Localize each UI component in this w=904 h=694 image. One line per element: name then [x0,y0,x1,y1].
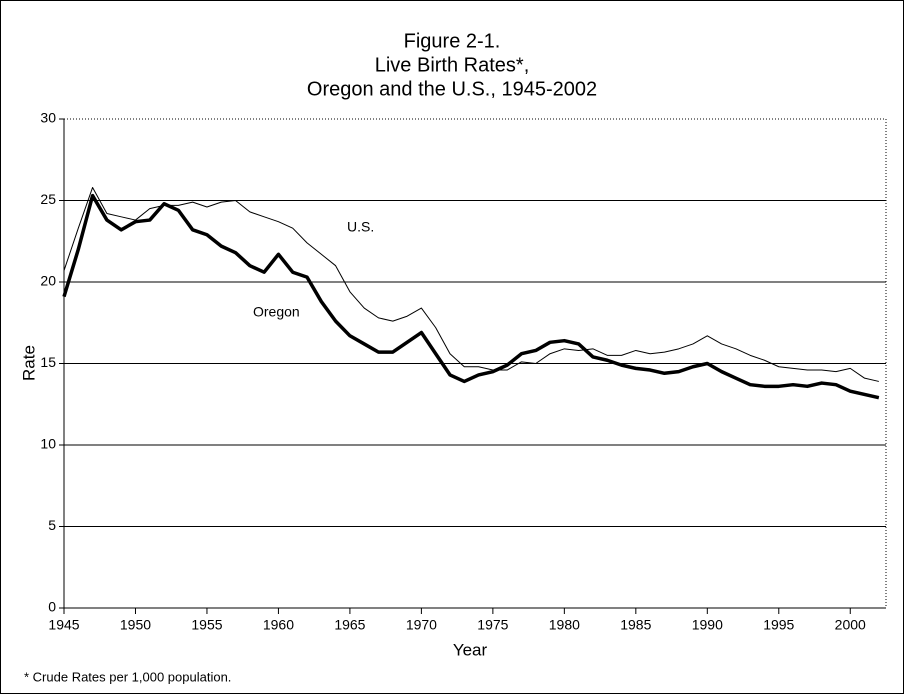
x-tick-label: 1985 [620,617,651,633]
y-tick-label: 0 [48,599,56,615]
x-tick-label: 1995 [763,617,794,633]
x-tick-label: 2000 [835,617,866,633]
x-axis-label: Year [453,640,488,659]
x-tick-label: 1955 [191,617,222,633]
x-tick-label: 1950 [120,617,151,633]
chart-title: Figure 2-1. [404,30,501,52]
x-tick-label: 1980 [549,617,580,633]
x-tick-label: 1960 [263,617,294,633]
chart-title: Oregon and the U.S., 1945-2002 [307,78,597,100]
footnote: * Crude Rates per 1,000 population. [24,669,231,684]
series-line [62,193,880,400]
x-tick-label: 1975 [477,617,508,633]
y-tick-label: 30 [40,110,56,126]
y-tick-label: 20 [40,273,56,289]
annotation: Oregon [253,304,300,320]
x-tick-label: 1945 [48,617,79,633]
y-tick-label: 10 [40,436,56,452]
series-line [63,186,879,382]
x-tick-label: 1990 [692,617,723,633]
y-axis-label: Rate [19,345,38,381]
x-tick-label: 1965 [334,617,365,633]
y-tick-label: 15 [40,354,56,370]
x-tick-label: 1970 [406,617,437,633]
y-tick-label: 25 [40,191,56,207]
chart-title: Live Birth Rates*, [375,54,530,76]
annotation: U.S. [347,219,374,235]
y-tick-label: 5 [48,517,56,533]
